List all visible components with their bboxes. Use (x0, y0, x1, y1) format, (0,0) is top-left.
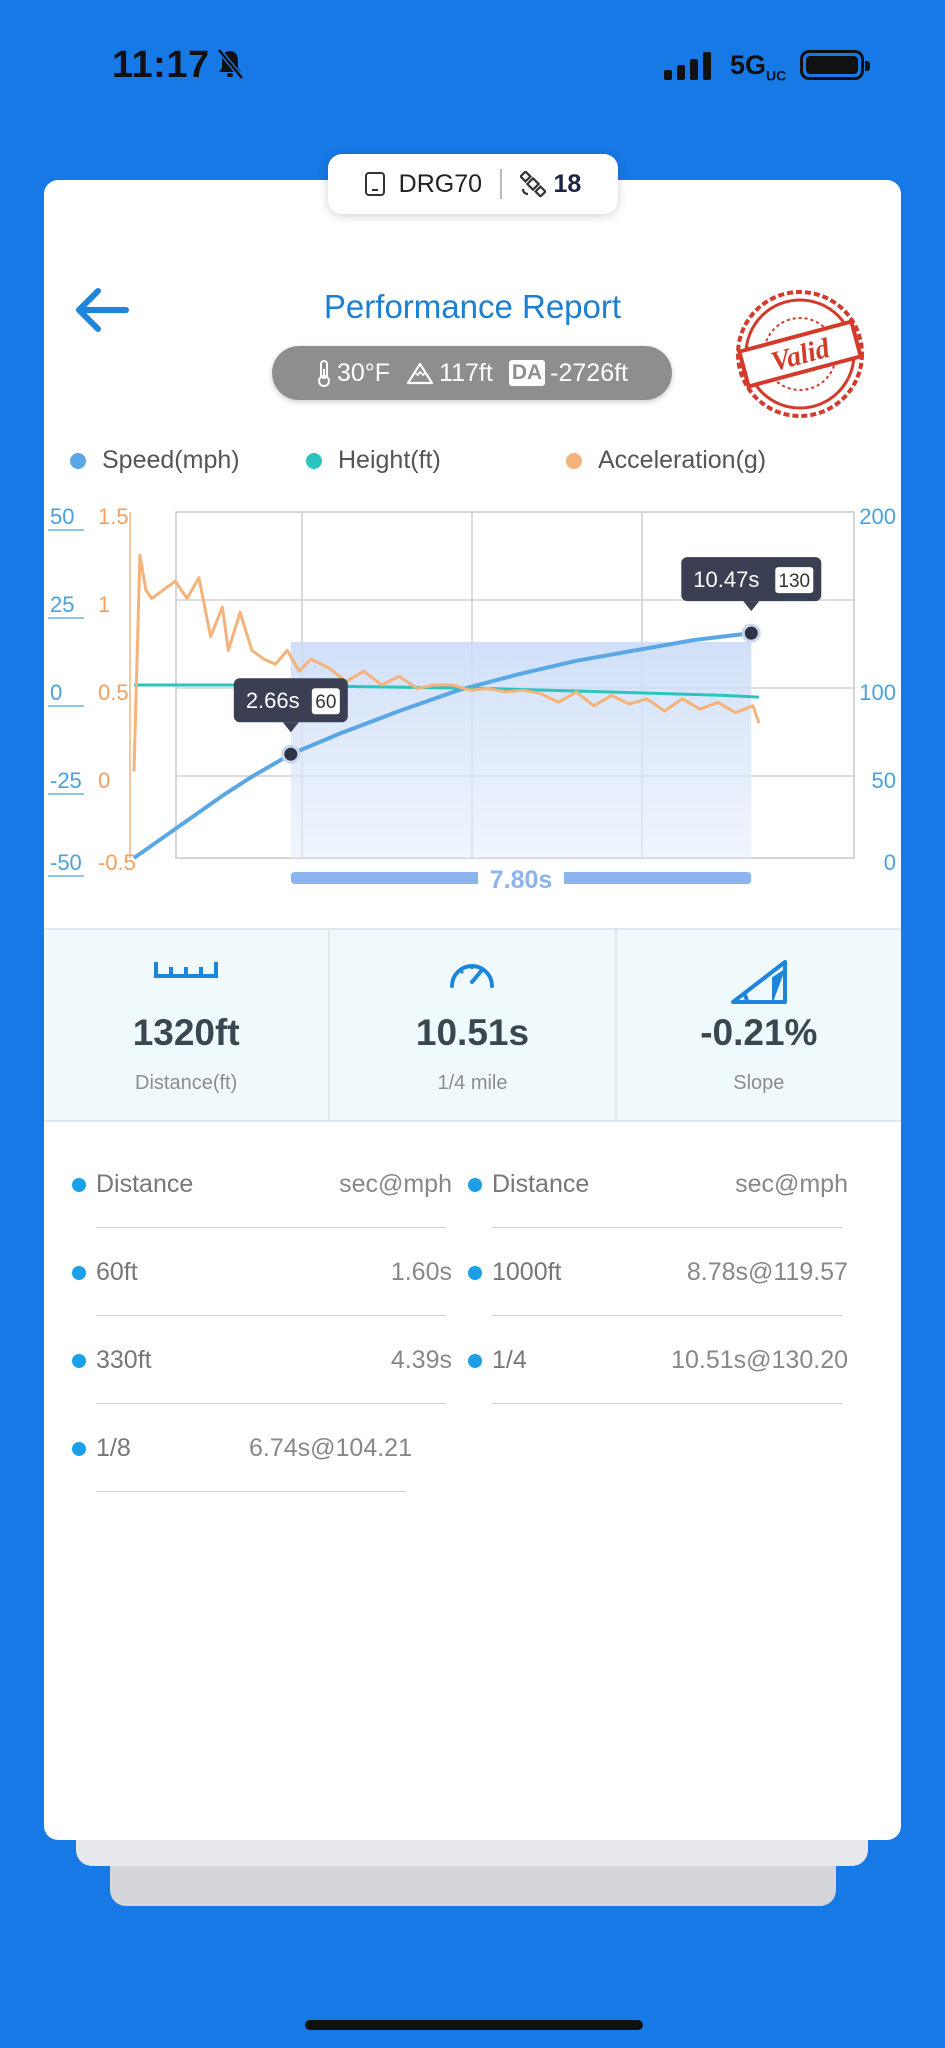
axis-tick-acceleration: 1 (98, 592, 110, 617)
axis-tick-height: 50 (50, 504, 74, 529)
stat-slope-label: Slope (733, 1072, 785, 1094)
stat-quarter-mile-value: 10.51s (415, 1012, 530, 1053)
slope-icon (730, 960, 787, 1004)
stat-slope-value: -0.21% (700, 1012, 818, 1053)
split-row: 1/8 6.74s@104.21 (72, 1404, 412, 1492)
marker-speed-label: 60 (315, 692, 336, 713)
axis-tick-speed: 50 (872, 768, 896, 793)
split-row: 1/4 10.51s@130.20 (468, 1316, 848, 1404)
chart-legend: Speed(mph) Height(ft) Acceleration(g) (70, 446, 890, 482)
marker-speed-badge (311, 688, 340, 715)
speed-marker-point (741, 623, 761, 643)
split-row: 60ft 1.60s (72, 1228, 452, 1316)
marker-tooltip-pointer (743, 601, 760, 612)
valid-stamp: Valid (736, 290, 864, 418)
axis-tick-speed: 0 (884, 850, 896, 875)
split-row: 1000ft 8.78s@119.57 (468, 1228, 848, 1316)
network-type: 5GUC (730, 50, 787, 84)
series-acceleration-line (132, 553, 761, 772)
battery-icon (800, 50, 870, 80)
legend-height[interactable]: Height(ft) (306, 446, 441, 475)
axis-tick-speed: 200 (859, 504, 896, 529)
marker-speed-badge (775, 567, 814, 594)
back-arrow-icon[interactable] (68, 280, 138, 340)
summary-stats: 1320ft Distance(ft) 10.51s 1/4 mile (44, 928, 901, 1122)
performance-report-card: Performance Report Valid 30°F (44, 180, 901, 1840)
marker-tooltip-pointer (282, 722, 299, 733)
status-time: 11:17 (112, 44, 210, 86)
satellite-count: 18 (553, 169, 582, 198)
splits-header-left: Distance sec@mph (72, 1140, 452, 1228)
marker-time-label: 2.66s (246, 688, 300, 713)
axis-tick-acceleration: 0.5 (98, 680, 129, 705)
thermometer-icon (317, 360, 330, 387)
speedometer-icon (450, 964, 495, 988)
axis-tick-acceleration: 1.5 (98, 504, 129, 529)
selection-duration-label: 7.80s (490, 866, 553, 894)
page-title: Performance Report (323, 288, 622, 325)
stat-distance-value: 1320ft (132, 1012, 240, 1053)
axis-tick-height: -50 (50, 850, 82, 875)
device-name: DRG70 (398, 169, 483, 198)
mountain-icon (406, 362, 434, 385)
stat-distance: 1320ft Distance(ft) (44, 930, 331, 1120)
ruler-icon (154, 962, 219, 978)
stat-slope: -0.21% Slope (617, 930, 901, 1120)
marker-time-label: 10.47s (693, 567, 759, 592)
stat-quarter-mile-label: 1/4 mile (437, 1072, 508, 1094)
cellular-signal-icon (664, 52, 711, 80)
elevation-reading: 117ft (406, 359, 493, 388)
axis-tick-speed: 100 (859, 680, 896, 705)
temperature-reading: 30°F (316, 359, 390, 388)
split-row: 330ft 4.39s (72, 1316, 452, 1404)
legend-acceleration[interactable]: Acceleration(g) (566, 446, 766, 475)
da-label: DA (508, 360, 546, 386)
density-altitude-reading: DA -2726ft (508, 359, 628, 388)
axis-tick-height: 0 (50, 680, 62, 705)
satellite-icon (519, 171, 546, 197)
speed-marker-point (281, 744, 301, 764)
device-badge[interactable]: DRG70 18 (328, 154, 618, 214)
series-speed-line (132, 629, 760, 860)
bell-muted-icon (217, 48, 244, 80)
splits-header-right: Distance sec@mph (468, 1140, 848, 1228)
legend-speed[interactable]: Speed(mph) (70, 446, 240, 475)
selection-range (290, 642, 752, 858)
marker-speed-label: 130 (778, 571, 810, 592)
stat-quarter-mile: 10.51s 1/4 mile (330, 930, 617, 1120)
stat-distance-label: Distance(ft) (135, 1072, 238, 1094)
selection-label-bg (478, 862, 565, 894)
axis-tick-height: -25 (50, 768, 82, 793)
device-icon (364, 172, 385, 196)
home-indicator[interactable] (305, 2020, 643, 2030)
conditions-pill: 30°F 117ft DA -2726ft (272, 346, 672, 400)
axis-tick-acceleration: 0 (98, 768, 110, 793)
status-bar: 11:17 5GUC (0, 0, 945, 130)
axis-tick-height: 25 (50, 592, 74, 617)
